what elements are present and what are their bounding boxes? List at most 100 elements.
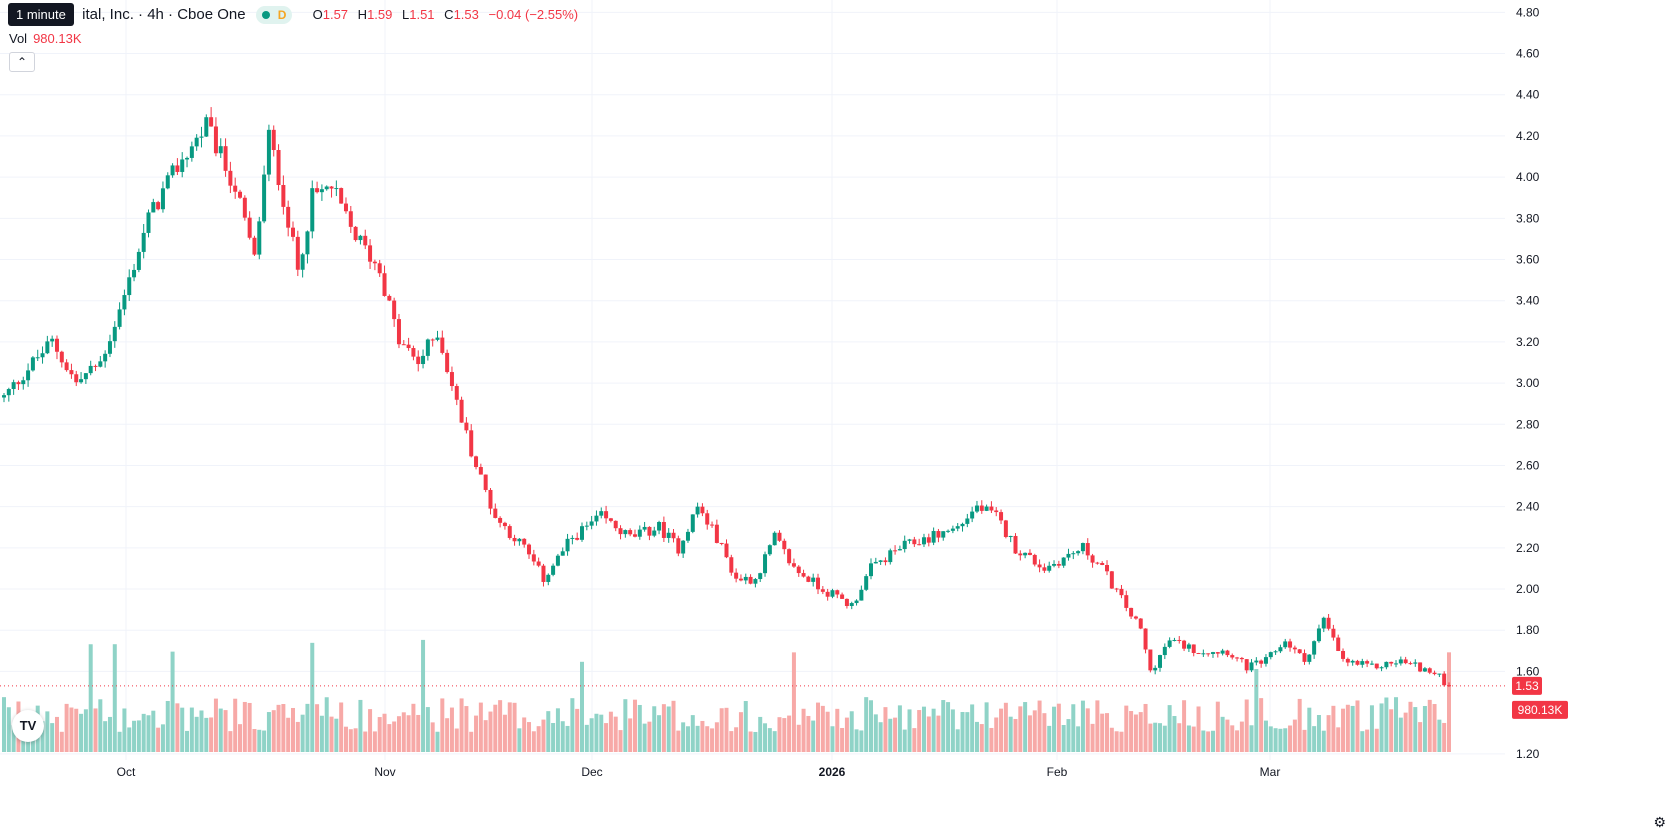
- volume-bar: [522, 717, 527, 752]
- volume-bar: [1326, 715, 1331, 752]
- candle-body: [700, 506, 705, 514]
- candle-body: [1360, 661, 1365, 665]
- tradingview-logo[interactable]: TV: [12, 710, 44, 742]
- volume-bar: [1119, 731, 1124, 752]
- candle-body: [276, 150, 281, 186]
- symbol-title[interactable]: ital, Inc. · 4h · Cboe One: [82, 6, 246, 23]
- collapse-legend-button[interactable]: ⌃: [9, 52, 35, 72]
- volume-bar: [1129, 711, 1134, 752]
- candle-body: [835, 590, 840, 595]
- volume-bar: [1071, 704, 1076, 752]
- volume-bar: [989, 727, 994, 752]
- volume-bar: [936, 715, 941, 752]
- candle-body: [1052, 563, 1057, 566]
- candle-body: [498, 517, 503, 523]
- candle-body: [1379, 667, 1384, 669]
- volume-bar: [1186, 725, 1191, 752]
- candle-body: [767, 545, 772, 555]
- volume-bar: [1292, 719, 1297, 752]
- candle-body: [368, 245, 373, 262]
- high-value: 1.59: [367, 7, 393, 22]
- candle-body: [787, 549, 792, 564]
- candle-body: [632, 534, 637, 537]
- candle-body: [811, 577, 816, 582]
- volume-bar: [844, 717, 849, 752]
- volume-bar: [840, 727, 845, 752]
- market-status[interactable]: D: [255, 6, 293, 25]
- volume-bar: [1109, 727, 1114, 752]
- volume-bar: [411, 703, 416, 752]
- volume-bar: [551, 723, 556, 752]
- volume-bar: [999, 708, 1004, 752]
- volume-bar: [430, 722, 435, 752]
- volume-bar: [724, 707, 729, 752]
- candle-body: [440, 337, 445, 353]
- settings-icon[interactable]: ⚙: [1653, 814, 1666, 830]
- candle-body: [599, 511, 604, 516]
- volume-bar: [912, 728, 917, 752]
- volume-bar: [1355, 700, 1360, 752]
- volume-bar: [734, 727, 739, 752]
- volume-bar: [396, 716, 401, 752]
- volume-bar: [319, 715, 324, 752]
- candle-body: [893, 550, 898, 552]
- volume-bar: [64, 703, 69, 752]
- volume-bar: [1162, 725, 1167, 752]
- candle-body: [666, 532, 671, 538]
- volume-bar: [276, 704, 281, 752]
- volume-bar: [469, 731, 474, 752]
- close-value: 1.53: [453, 7, 479, 22]
- volume-bar: [825, 711, 830, 752]
- candle-body: [112, 326, 117, 342]
- candle-body: [1100, 563, 1105, 565]
- candle-body: [488, 489, 493, 509]
- volume-bar: [1047, 725, 1052, 752]
- price-tick-label: 4.40: [1516, 88, 1540, 102]
- candle-body: [474, 456, 479, 468]
- volume-bar: [74, 708, 79, 752]
- candle-body: [917, 544, 922, 546]
- volume-bar: [1225, 719, 1230, 752]
- close-label: C: [444, 7, 454, 22]
- volume-bar: [1158, 723, 1162, 752]
- volume-bar: [1259, 698, 1264, 752]
- candle-body: [1090, 555, 1095, 563]
- candle-body: [1432, 672, 1437, 675]
- volume-bar: [305, 703, 310, 752]
- candle-body: [189, 146, 194, 158]
- candle-body: [748, 576, 753, 584]
- volume-bar: [324, 697, 329, 752]
- volume-bar: [1268, 726, 1273, 752]
- volume-bar: [1177, 723, 1182, 752]
- volume-bar: [604, 723, 609, 752]
- candle-body: [1167, 640, 1172, 647]
- volume-bar: [117, 731, 122, 752]
- candle-body: [26, 370, 31, 381]
- volume-bar: [233, 698, 238, 752]
- candle-body: [873, 561, 878, 564]
- market-open-icon: [261, 11, 270, 20]
- candle-body: [107, 341, 112, 354]
- candle-body: [291, 227, 295, 237]
- candle-body: [271, 129, 276, 151]
- time-tick-label: 2026: [819, 765, 846, 779]
- candle-body: [719, 542, 724, 544]
- candle-body: [146, 212, 151, 233]
- volume-bar: [1312, 726, 1317, 752]
- volume-bar: [974, 721, 979, 752]
- candle-body: [464, 422, 469, 431]
- volume-bar: [1056, 703, 1061, 752]
- volume-bar: [218, 708, 223, 752]
- low-value: 1.51: [409, 7, 435, 22]
- volume-bar: [594, 713, 599, 752]
- change-value: −0.04 (−2.55%): [488, 7, 579, 22]
- volume-bar: [1008, 716, 1013, 752]
- candle-body: [974, 505, 979, 512]
- candle-body: [695, 506, 700, 515]
- candle-body: [469, 430, 474, 457]
- candle-body: [30, 357, 35, 371]
- volume-bar: [213, 698, 218, 752]
- volume-bar: [493, 704, 498, 752]
- volume-bar: [300, 714, 305, 752]
